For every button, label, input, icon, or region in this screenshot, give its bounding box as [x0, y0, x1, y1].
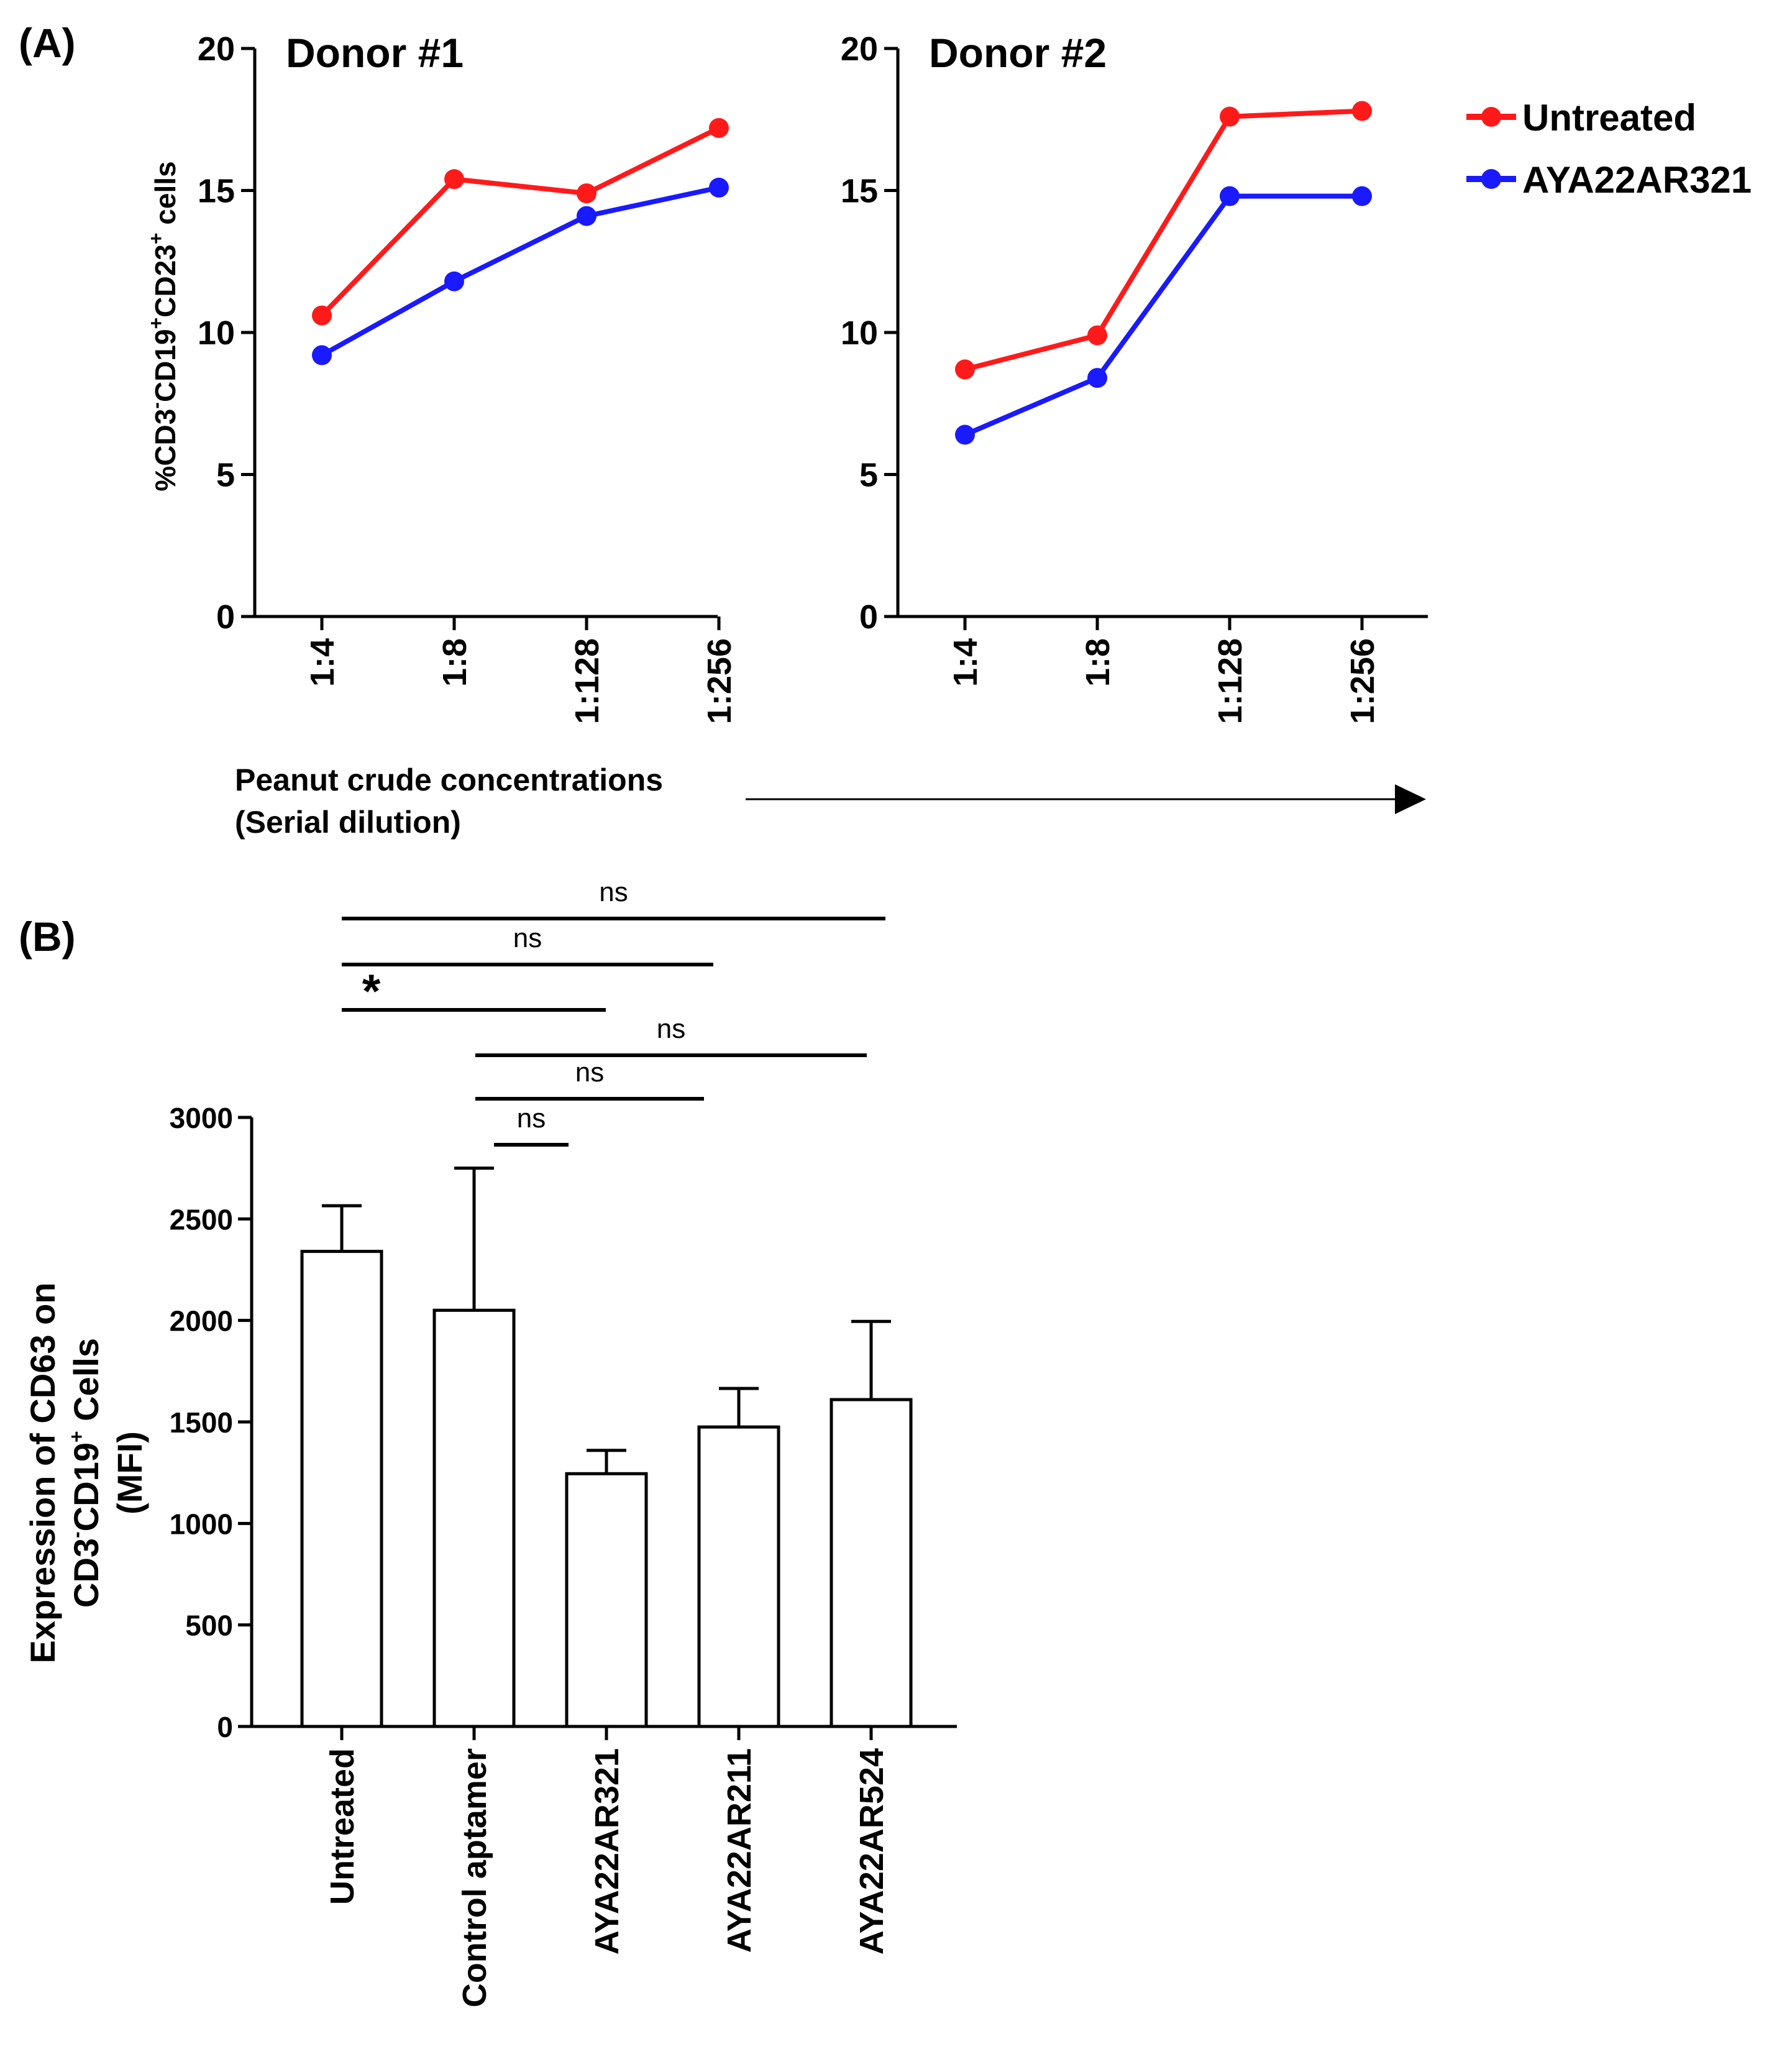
bar-y-tick-label: 500 — [185, 1610, 233, 1642]
donor1-data-point — [709, 177, 729, 198]
bar — [565, 1472, 648, 1728]
legend-untreated-label: Untreated — [1522, 97, 1696, 139]
donor2-x-tick-label: 1:4 — [947, 638, 984, 687]
donor1-series-line — [320, 126, 720, 318]
donor1-line-chart: Donor #1 %CD3-CD19+CD23+ cells 051015201… — [145, 30, 738, 724]
bar-y-axis-title-line1: Expression of CD63 on — [23, 1282, 62, 1663]
bar-ylabel-a: CD3 — [66, 1538, 106, 1608]
donor1-y-tick-label: 5 — [216, 457, 235, 494]
significance-ns-label: ns — [513, 923, 542, 953]
donor2-data-point — [955, 424, 975, 445]
ylabel-mid1: CD19 — [149, 329, 181, 402]
legend: Untreated AYA22AR321 — [1466, 97, 1752, 201]
bar-y-tick-label: 1000 — [170, 1508, 233, 1540]
x-axis-title-line1: Peanut crude concentrations — [235, 763, 663, 797]
bar-ylabel-b: CD19 — [66, 1442, 106, 1531]
bar — [300, 1250, 383, 1728]
donor2-y-tick-label: 10 — [841, 314, 878, 352]
cd63-bar-chart: Expression of CD63 on CD3-CD19+ Cells (M… — [23, 877, 957, 2007]
donor1-x-tick-label: 1:128 — [569, 638, 606, 724]
bar-ylabel-c: Cells — [66, 1338, 106, 1431]
donor2-data-point — [955, 359, 975, 380]
donor1-x-tick-label: 1:8 — [436, 638, 473, 687]
legend-untreated-marker — [1481, 107, 1501, 127]
donor1-y-tick-label: 0 — [216, 598, 235, 636]
bar — [432, 1308, 516, 1728]
bar — [697, 1425, 780, 1728]
donor2-x-tick-label: 1:256 — [1344, 638, 1381, 724]
panel-a-label: (A) — [19, 20, 76, 66]
donor2-data-point — [1220, 106, 1240, 127]
donor2-y-tick-label: 5 — [859, 457, 878, 494]
significance-ns-label: ns — [657, 1014, 685, 1044]
legend-aya22ar321-marker — [1481, 169, 1501, 189]
donor1-x-tick-label: 1:4 — [304, 638, 341, 687]
donor2-x-tick-label: 1:8 — [1079, 638, 1117, 687]
bar-y-tick-label: 2000 — [170, 1305, 233, 1337]
ylabel-prefix: %CD3 — [149, 409, 181, 492]
donor1-x-tick-label: 1:256 — [701, 638, 738, 724]
significance-star-label: * — [362, 965, 381, 1018]
bar-x-tick-label: Untreated — [324, 1748, 361, 1905]
donor2-series-line — [964, 108, 1363, 372]
bar-ylabel-sup2: + — [65, 1431, 88, 1442]
significance-ns-label: ns — [517, 1103, 546, 1134]
donor2-line-chart: Donor #2 Untreated AYA22AR321 0 5 10 15 20 1:… — [841, 30, 1752, 724]
bar-x-tick-label: Control aptamer — [456, 1748, 493, 2007]
donor2-data-point — [1087, 325, 1107, 346]
donor2-data-point — [1352, 101, 1372, 121]
donor1-data-point — [577, 206, 596, 226]
significance-ns-label: ns — [575, 1057, 604, 1088]
donor2-y-tick-label: 0 — [859, 598, 878, 636]
bar-ylabel-sup1: - — [65, 1531, 88, 1538]
donor2-data-point — [1220, 186, 1240, 206]
donor2-series-line — [964, 193, 1362, 438]
bar-y-tick-label: 3000 — [170, 1102, 233, 1134]
bar-y-tick-label: 0 — [217, 1711, 233, 1743]
donor2-title: Donor #2 — [929, 30, 1107, 76]
panel-b-label: (B) — [19, 914, 76, 960]
donor2-y-tick-label: 15 — [841, 173, 878, 210]
donor2-data-point — [1352, 186, 1372, 206]
dilution-arrowhead — [1395, 784, 1426, 814]
donor1-series-line — [321, 185, 720, 358]
x-axis-title-line2: (Serial dilution) — [235, 805, 461, 840]
significance-ns-label: ns — [599, 877, 628, 907]
donor1-y-tick-label: 10 — [198, 314, 235, 352]
donor1-data-point — [444, 169, 464, 190]
bar-x-tick-label: AYA22AR524 — [853, 1748, 890, 1955]
ylabel-suffix: cells — [149, 161, 181, 232]
ylabel-sup1: - — [145, 402, 167, 409]
ylabel-sup3: + — [145, 232, 167, 244]
donor1-data-point — [444, 271, 464, 291]
bar-x-tick-label: AYA22AR211 — [721, 1748, 758, 1953]
bar-x-tick-label: AYA22AR321 — [588, 1748, 626, 1955]
bar-y-axis-title-line3: (MFI) — [110, 1431, 149, 1515]
donor1-data-point — [312, 305, 332, 326]
donor2-y-tick-label: 20 — [841, 30, 878, 68]
donor1-data-point — [312, 345, 332, 365]
donor1-y-axis-title: %CD3-CD19+CD23+ cells — [145, 161, 181, 491]
donor1-title: Donor #1 — [286, 30, 464, 76]
donor1-y-tick-label: 20 — [198, 30, 235, 68]
bar-y-tick-label: 1500 — [170, 1406, 233, 1439]
donor2-data-point — [1087, 368, 1107, 388]
bar — [830, 1398, 913, 1728]
donor1-data-point — [577, 183, 596, 204]
donor1-y-tick-label: 15 — [198, 173, 235, 210]
bar-y-tick-label: 2500 — [170, 1203, 233, 1235]
ylabel-sup2: + — [145, 318, 167, 329]
donor2-x-tick-label: 1:128 — [1212, 638, 1249, 724]
donor1-data-point — [709, 117, 729, 138]
legend-aya22ar321-label: AYA22AR321 — [1522, 159, 1752, 201]
ylabel-mid2: CD23 — [149, 244, 181, 318]
bar-y-axis-title-line2: CD3-CD19+ Cells — [65, 1338, 106, 1608]
